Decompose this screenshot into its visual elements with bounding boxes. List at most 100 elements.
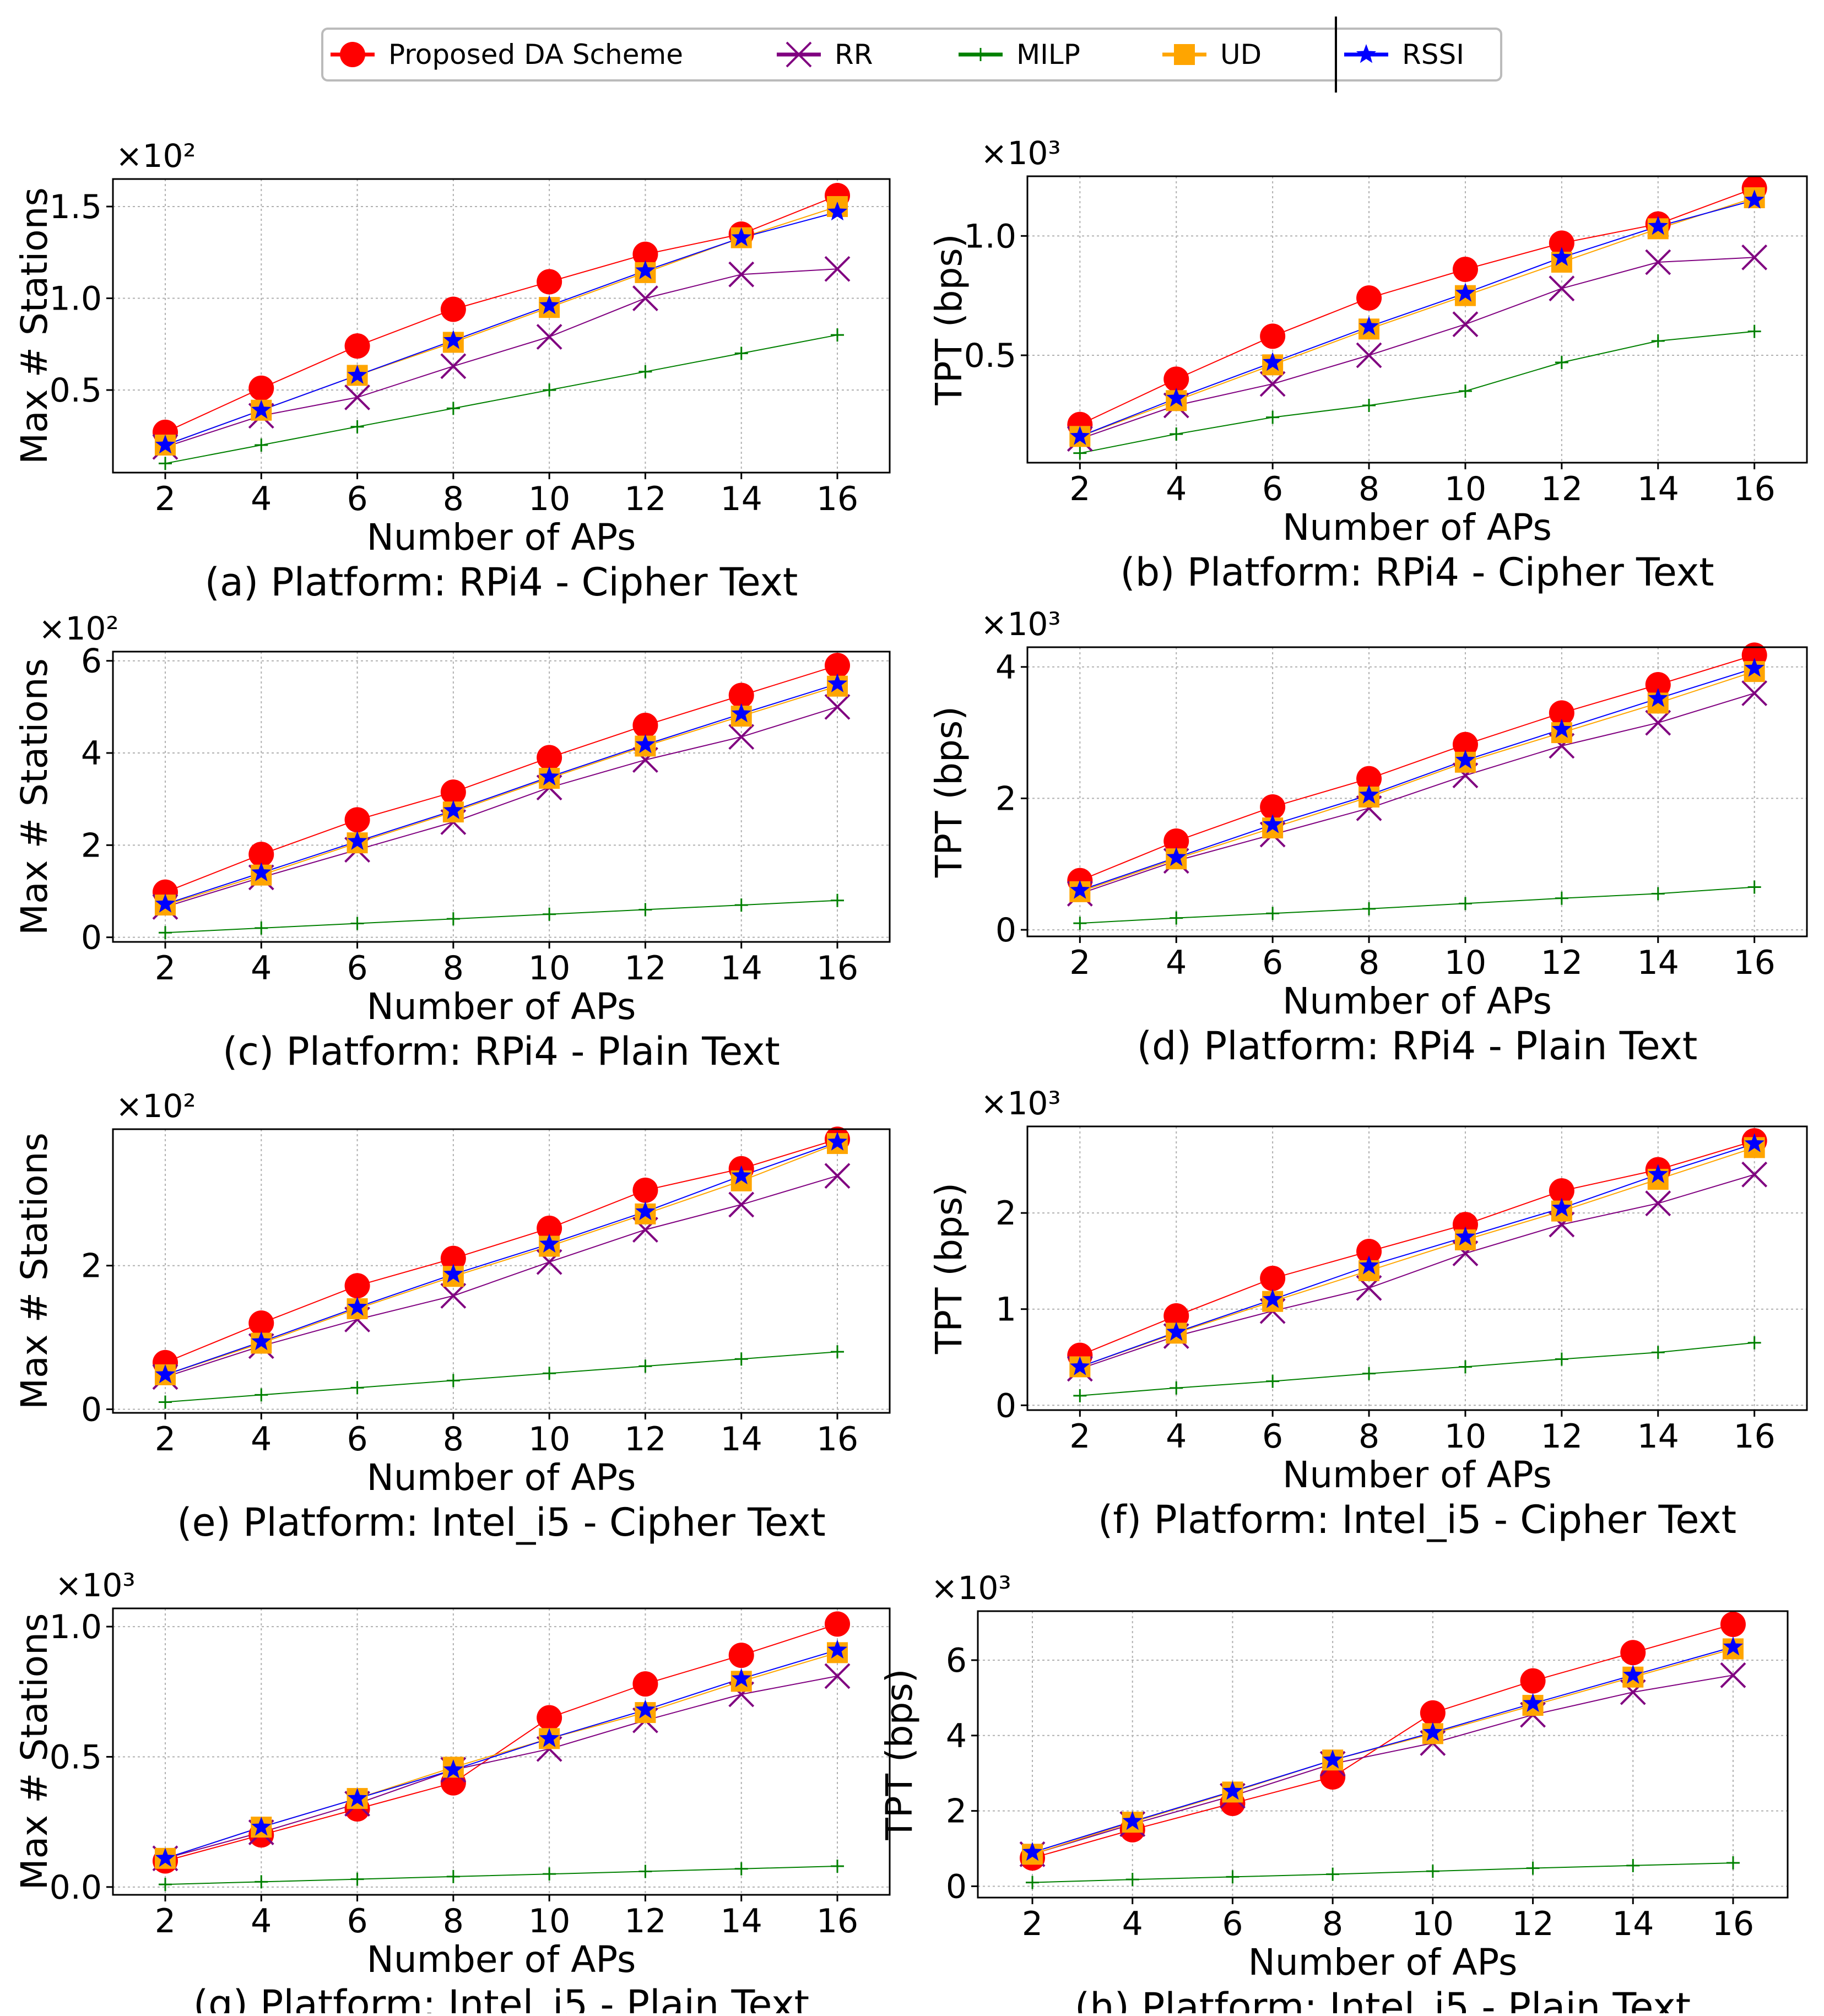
series-line (1080, 1342, 1755, 1396)
data-point (827, 673, 848, 692)
chart-panel: 2 4 6 8 10 12 14 16 0.5 1.0 ×10³ Number of APs TPT (… (928, 134, 1808, 595)
x-tick-label: 12 (624, 949, 666, 988)
data-point (440, 296, 466, 322)
data-point (1170, 911, 1183, 925)
data-point (1458, 897, 1472, 911)
y-tick-label: 6 (81, 642, 102, 681)
x-tick-label: 14 (721, 1902, 762, 1941)
axes-frame (112, 651, 891, 943)
series-line (165, 212, 838, 446)
data-point (1356, 766, 1382, 792)
y-axis-label: TPT (bps) (878, 1668, 921, 1840)
data-point (824, 1163, 851, 1189)
series-line (165, 1675, 838, 1859)
data-point (347, 831, 367, 850)
data-point (446, 1869, 460, 1883)
x-axis-label: Number of APs (367, 1456, 636, 1499)
x-tick-label: 8 (1322, 1905, 1343, 1943)
data-point (440, 353, 467, 380)
data-point (728, 724, 755, 750)
axis-multiplier: ×10² (116, 137, 196, 175)
series-line (165, 268, 838, 448)
y-axis-label: TPT (bps) (928, 1183, 970, 1354)
series-line (1079, 692, 1755, 895)
y-tick-label: 2 (946, 1792, 967, 1831)
data-point (1741, 244, 1768, 270)
y-tick-label: 0 (81, 919, 102, 957)
data-point (734, 346, 748, 360)
series-line (165, 665, 838, 893)
chart-panel: 2 4 6 8 10 12 14 16 0 2 4 ×10³ Number of APs TPT (bps… (928, 605, 1808, 1069)
legend-box (321, 28, 1502, 82)
data-point (255, 921, 268, 935)
data-point (638, 1359, 652, 1373)
data-point (443, 800, 463, 819)
data-point (1073, 1389, 1087, 1402)
y-tick-label: 4 (995, 648, 1016, 687)
data-point (251, 862, 272, 881)
y-axis-label: Max # Stations (13, 658, 56, 935)
data-point (255, 1875, 268, 1889)
y-tick-label: 1.0 (50, 280, 102, 318)
data-point (446, 402, 460, 415)
data-point (728, 682, 754, 708)
data-point (1166, 847, 1187, 866)
x-tick-label: 4 (251, 1902, 272, 1941)
series-line (1079, 199, 1755, 437)
x-tick-label: 4 (1166, 470, 1187, 508)
panel-caption: (g) Platform: Intel_i5 - Plain Text (193, 1982, 809, 2013)
data-point (1070, 880, 1090, 899)
data-point (824, 1663, 851, 1689)
data-point (1070, 426, 1090, 445)
data-point (1523, 1693, 1543, 1712)
data-point (1452, 731, 1478, 757)
x-tick-label: 16 (1733, 470, 1775, 508)
series-line (165, 683, 838, 905)
y-tick-label: 6 (946, 1641, 967, 1680)
data-point (1356, 342, 1382, 368)
x-tick-label: 8 (443, 1902, 464, 1941)
series-line (1080, 330, 1755, 454)
data-point (255, 1388, 268, 1402)
data-point (344, 807, 370, 833)
data-point (443, 330, 463, 349)
data-point (1720, 1611, 1746, 1637)
data-point (1555, 891, 1568, 905)
x-tick-label: 10 (528, 1420, 570, 1459)
axis-multiplier: ×10³ (931, 1569, 1011, 1607)
data-point (539, 1233, 560, 1253)
legend-marker (786, 41, 812, 68)
data-point (446, 912, 460, 926)
series-line (165, 1143, 838, 1375)
x-tick-label: 8 (1358, 1417, 1379, 1456)
data-point (1549, 700, 1574, 726)
panel-caption: (c) Platform: RPi4 - Plain Text (223, 1029, 780, 1074)
panel-caption: (b) Platform: RPi4 - Cipher Text (1120, 550, 1714, 595)
data-point (1645, 709, 1671, 736)
data-point (728, 1643, 754, 1668)
data-point (1747, 880, 1761, 894)
x-tick-label: 6 (347, 949, 367, 988)
y-tick-label: 0.5 (964, 337, 1016, 375)
data-point (440, 1245, 466, 1271)
y-tick-label: 2 (81, 826, 102, 865)
data-point (248, 1310, 274, 1336)
data-point (635, 1201, 656, 1221)
x-tick-label: 8 (1358, 470, 1379, 508)
x-tick-label: 4 (1166, 1417, 1187, 1456)
axes-frame (112, 1128, 891, 1414)
data-point (1170, 1381, 1183, 1395)
data-point (1166, 388, 1187, 407)
data-point (1645, 249, 1671, 275)
y-tick-label: 2 (995, 779, 1016, 818)
y-tick-label: 0.5 (50, 1738, 102, 1776)
data-point (632, 1177, 658, 1203)
series-line (165, 685, 838, 906)
x-tick-label: 12 (1541, 1417, 1583, 1456)
data-point (1326, 1867, 1340, 1881)
axis-multiplier: ×10³ (55, 1567, 136, 1604)
data-point (1455, 1226, 1475, 1246)
axis-multiplier: ×10³ (981, 605, 1061, 643)
